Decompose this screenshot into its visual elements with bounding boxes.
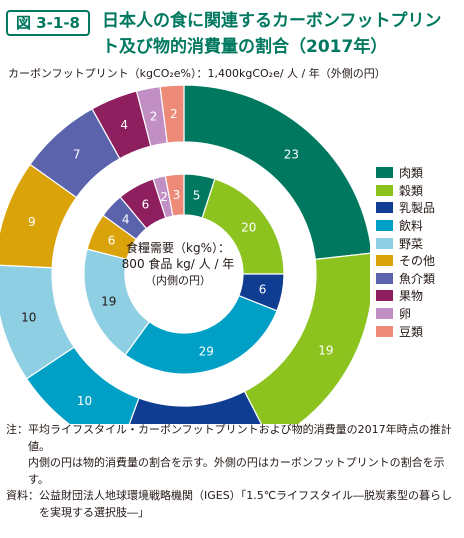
legend-swatch xyxy=(376,272,393,284)
center-label-line-2: （内側の円） xyxy=(145,273,211,287)
outer-slice-9 xyxy=(159,84,185,144)
legend-item: 乳製品 xyxy=(376,199,464,217)
chart-subtitle: カーボンフットプリント（kgCO₂e%）：1,400kgCO₂e/ 人 / 年（… xyxy=(8,67,386,80)
inner-slice-label-8: 2 xyxy=(160,190,168,204)
legend-swatch xyxy=(376,202,393,214)
inner-slice-label-4: 19 xyxy=(101,295,116,309)
note-body: 公益財団法人地球環境戦略機関（IGES）「1.5℃ライフスタイル―脱炭素型の暮ら… xyxy=(39,488,458,521)
note-row: 注： 平均ライフスタイル・カーボンフットプリントおよび物的消費量の2017年時点の… xyxy=(6,422,458,488)
outer-slice-4 xyxy=(0,264,75,380)
legend-swatch xyxy=(376,290,393,302)
outer-slice-label-7: 4 xyxy=(120,118,128,132)
legend-label: 豆類 xyxy=(399,324,424,339)
legend-item: 卵 xyxy=(376,305,464,323)
outer-slice-label-1: 19 xyxy=(318,344,333,358)
center-label-line-0: 食糧需要（kg%）： xyxy=(126,240,230,255)
inner-slice-label-1: 20 xyxy=(241,220,256,234)
chart-legend: 肉類穀類乳製品飲料野菜その他魚介類果物卵豆類 xyxy=(376,164,464,340)
legend-item: 飲料 xyxy=(376,217,464,235)
legend-label: 魚介類 xyxy=(399,271,436,286)
donut-chart: 2319131010974225206291964623食糧需要（kg%）：80… xyxy=(0,84,370,424)
figure-number-badge: 図 3-1-8 xyxy=(6,10,90,36)
center-label-line-1: 800 食品 kg/ 人 / 年 xyxy=(122,256,235,271)
inner-slice-9 xyxy=(164,173,185,217)
outer-ring: 231913101097422 xyxy=(0,84,370,424)
legend-label: 果物 xyxy=(399,289,424,304)
legend-swatch xyxy=(376,237,393,249)
legend-label: 穀類 xyxy=(399,183,424,198)
legend-item: 果物 xyxy=(376,287,464,305)
note-line: 平均ライフスタイル・カーボンフットプリントおよび物的消費量の2017年時点の推計… xyxy=(28,423,452,453)
inner-slice-label-0: 5 xyxy=(193,188,201,202)
legend-swatch xyxy=(376,184,393,196)
legend-swatch xyxy=(376,167,393,179)
note-line: 公益財団法人地球環境戦略機関（IGES）「1.5℃ライフスタイル―脱炭素型の暮ら… xyxy=(39,489,453,519)
legend-item: その他 xyxy=(376,252,464,270)
outer-slice-0 xyxy=(183,84,370,261)
outer-slice-label-9: 2 xyxy=(170,107,178,121)
legend-label: 卵 xyxy=(399,307,412,322)
note-body: 平均ライフスタイル・カーボンフットプリントおよび物的消費量の2017年時点の推計… xyxy=(28,422,458,488)
legend-item: 魚介類 xyxy=(376,270,464,288)
legend-item: 豆類 xyxy=(376,322,464,340)
legend-swatch xyxy=(376,308,393,320)
legend-item: 穀類 xyxy=(376,182,464,200)
outer-slice-2 xyxy=(128,390,263,424)
inner-slice-label-7: 6 xyxy=(142,197,150,211)
note-line: 内側の円は物的消費量の割合を示す。外側の円はカーボンフットプリントの割合を示す。 xyxy=(28,456,445,486)
outer-slice-label-6: 7 xyxy=(73,148,81,162)
legend-item: 肉類 xyxy=(376,164,464,182)
legend-swatch xyxy=(376,325,393,337)
legend-item: 野菜 xyxy=(376,234,464,252)
inner-slice-label-6: 4 xyxy=(122,213,130,227)
center-label: 食糧需要（kg%）：800 食品 kg/ 人 / 年 （内側の円） xyxy=(122,240,235,287)
legend-label: その他 xyxy=(399,254,436,269)
inner-slice-label-3: 29 xyxy=(199,344,214,358)
legend-label: 乳製品 xyxy=(399,201,436,216)
legend-label: 野菜 xyxy=(399,236,424,251)
note-tag: 注： xyxy=(6,423,28,436)
inner-slice-label-2: 6 xyxy=(259,282,267,296)
outer-slice-label-8: 2 xyxy=(150,109,158,123)
outer-slice-label-0: 23 xyxy=(284,148,299,162)
legend-swatch xyxy=(376,220,393,232)
note-row: 資料： 公益財団法人地球環境戦略機関（IGES）「1.5℃ライフスタイル―脱炭素型… xyxy=(6,488,458,521)
figure-title: 日本人の食に関連するカーボンフットプリント及び物的消費量の割合（2017年） xyxy=(102,11,442,57)
legend-swatch xyxy=(376,255,393,267)
outer-slice-1 xyxy=(243,252,370,424)
legend-label: 飲料 xyxy=(399,219,424,234)
legend-label: 肉類 xyxy=(399,166,424,181)
outer-slice-label-3: 10 xyxy=(77,394,92,408)
notes: 注： 平均ライフスタイル・カーボンフットプリントおよび物的消費量の2017年時点の… xyxy=(6,422,458,521)
note-tag: 資料： xyxy=(6,489,39,502)
inner-slice-label-9: 3 xyxy=(173,188,181,202)
outer-slice-label-5: 9 xyxy=(28,215,36,229)
figure-header: 図 3-1-8 日本人の食に関連するカーボンフットプリント及び物的消費量の割合（… xyxy=(6,8,458,64)
inner-slice-3 xyxy=(124,294,278,375)
outer-slice-label-4: 10 xyxy=(21,310,36,324)
inner-slice-label-5: 6 xyxy=(108,233,116,247)
